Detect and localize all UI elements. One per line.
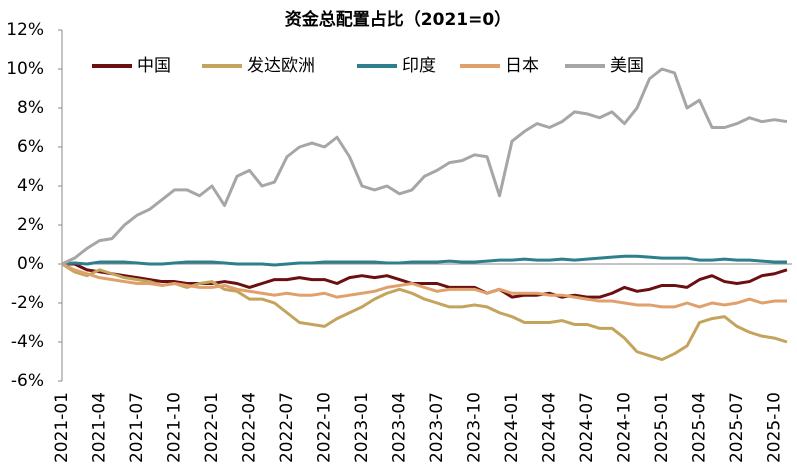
x-tick-label: 2025-01	[652, 392, 672, 463]
series-line	[62, 262, 788, 299]
x-tick-label: 2023-10	[465, 392, 485, 463]
x-tick-label: 2024-01	[502, 392, 522, 463]
x-tick-label: 2025-04	[690, 392, 710, 463]
series-line	[61, 262, 787, 309]
x-tick-label: 2023-07	[427, 392, 447, 463]
x-tick-label: 2022-07	[277, 392, 297, 463]
x-tick-label: 2023-04	[390, 392, 410, 463]
x-tick-label: 2022-01	[202, 392, 222, 463]
x-tick-label: 2021-07	[127, 392, 147, 463]
legend-label: 发达欧洲	[247, 56, 315, 76]
y-tick-label: 2%	[17, 215, 44, 235]
x-tick-label: 2025-10	[765, 392, 785, 463]
x-tick-label: 2024-04	[540, 392, 560, 463]
legend-label: 日本	[505, 56, 539, 76]
x-tick-label: 2022-04	[240, 392, 260, 463]
y-tick-label: 10%	[6, 59, 44, 79]
y-tick-label: 8%	[17, 98, 44, 118]
x-tick-label: 2024-10	[615, 392, 635, 463]
series-line	[61, 67, 788, 266]
series-line	[61, 262, 788, 362]
series-line	[61, 254, 787, 267]
x-tick-label: 2021-10	[165, 392, 185, 463]
y-tick-label: 0%	[17, 254, 44, 274]
y-tick-label: 6%	[17, 137, 44, 157]
x-tick-label: 2021-04	[90, 392, 110, 463]
y-tick-label: -6%	[11, 371, 44, 391]
y-tick-label: -4%	[11, 332, 44, 352]
x-tick-label: 2021-01	[52, 392, 72, 463]
legend-label: 美国	[610, 56, 644, 76]
legend-label: 印度	[402, 56, 436, 76]
y-tick-label: -2%	[11, 293, 44, 313]
chart-title: 资金总配置占比（2021=0）	[285, 9, 511, 30]
legend-label: 中国	[137, 56, 171, 76]
x-tick-label: 2022-10	[315, 392, 335, 463]
y-tick-label: 4%	[17, 176, 44, 196]
x-tick-label: 2024-07	[577, 392, 597, 463]
x-tick-label: 2025-07	[727, 392, 747, 463]
x-tick-label: 2023-01	[352, 392, 372, 463]
y-tick-label: 12%	[6, 20, 44, 40]
